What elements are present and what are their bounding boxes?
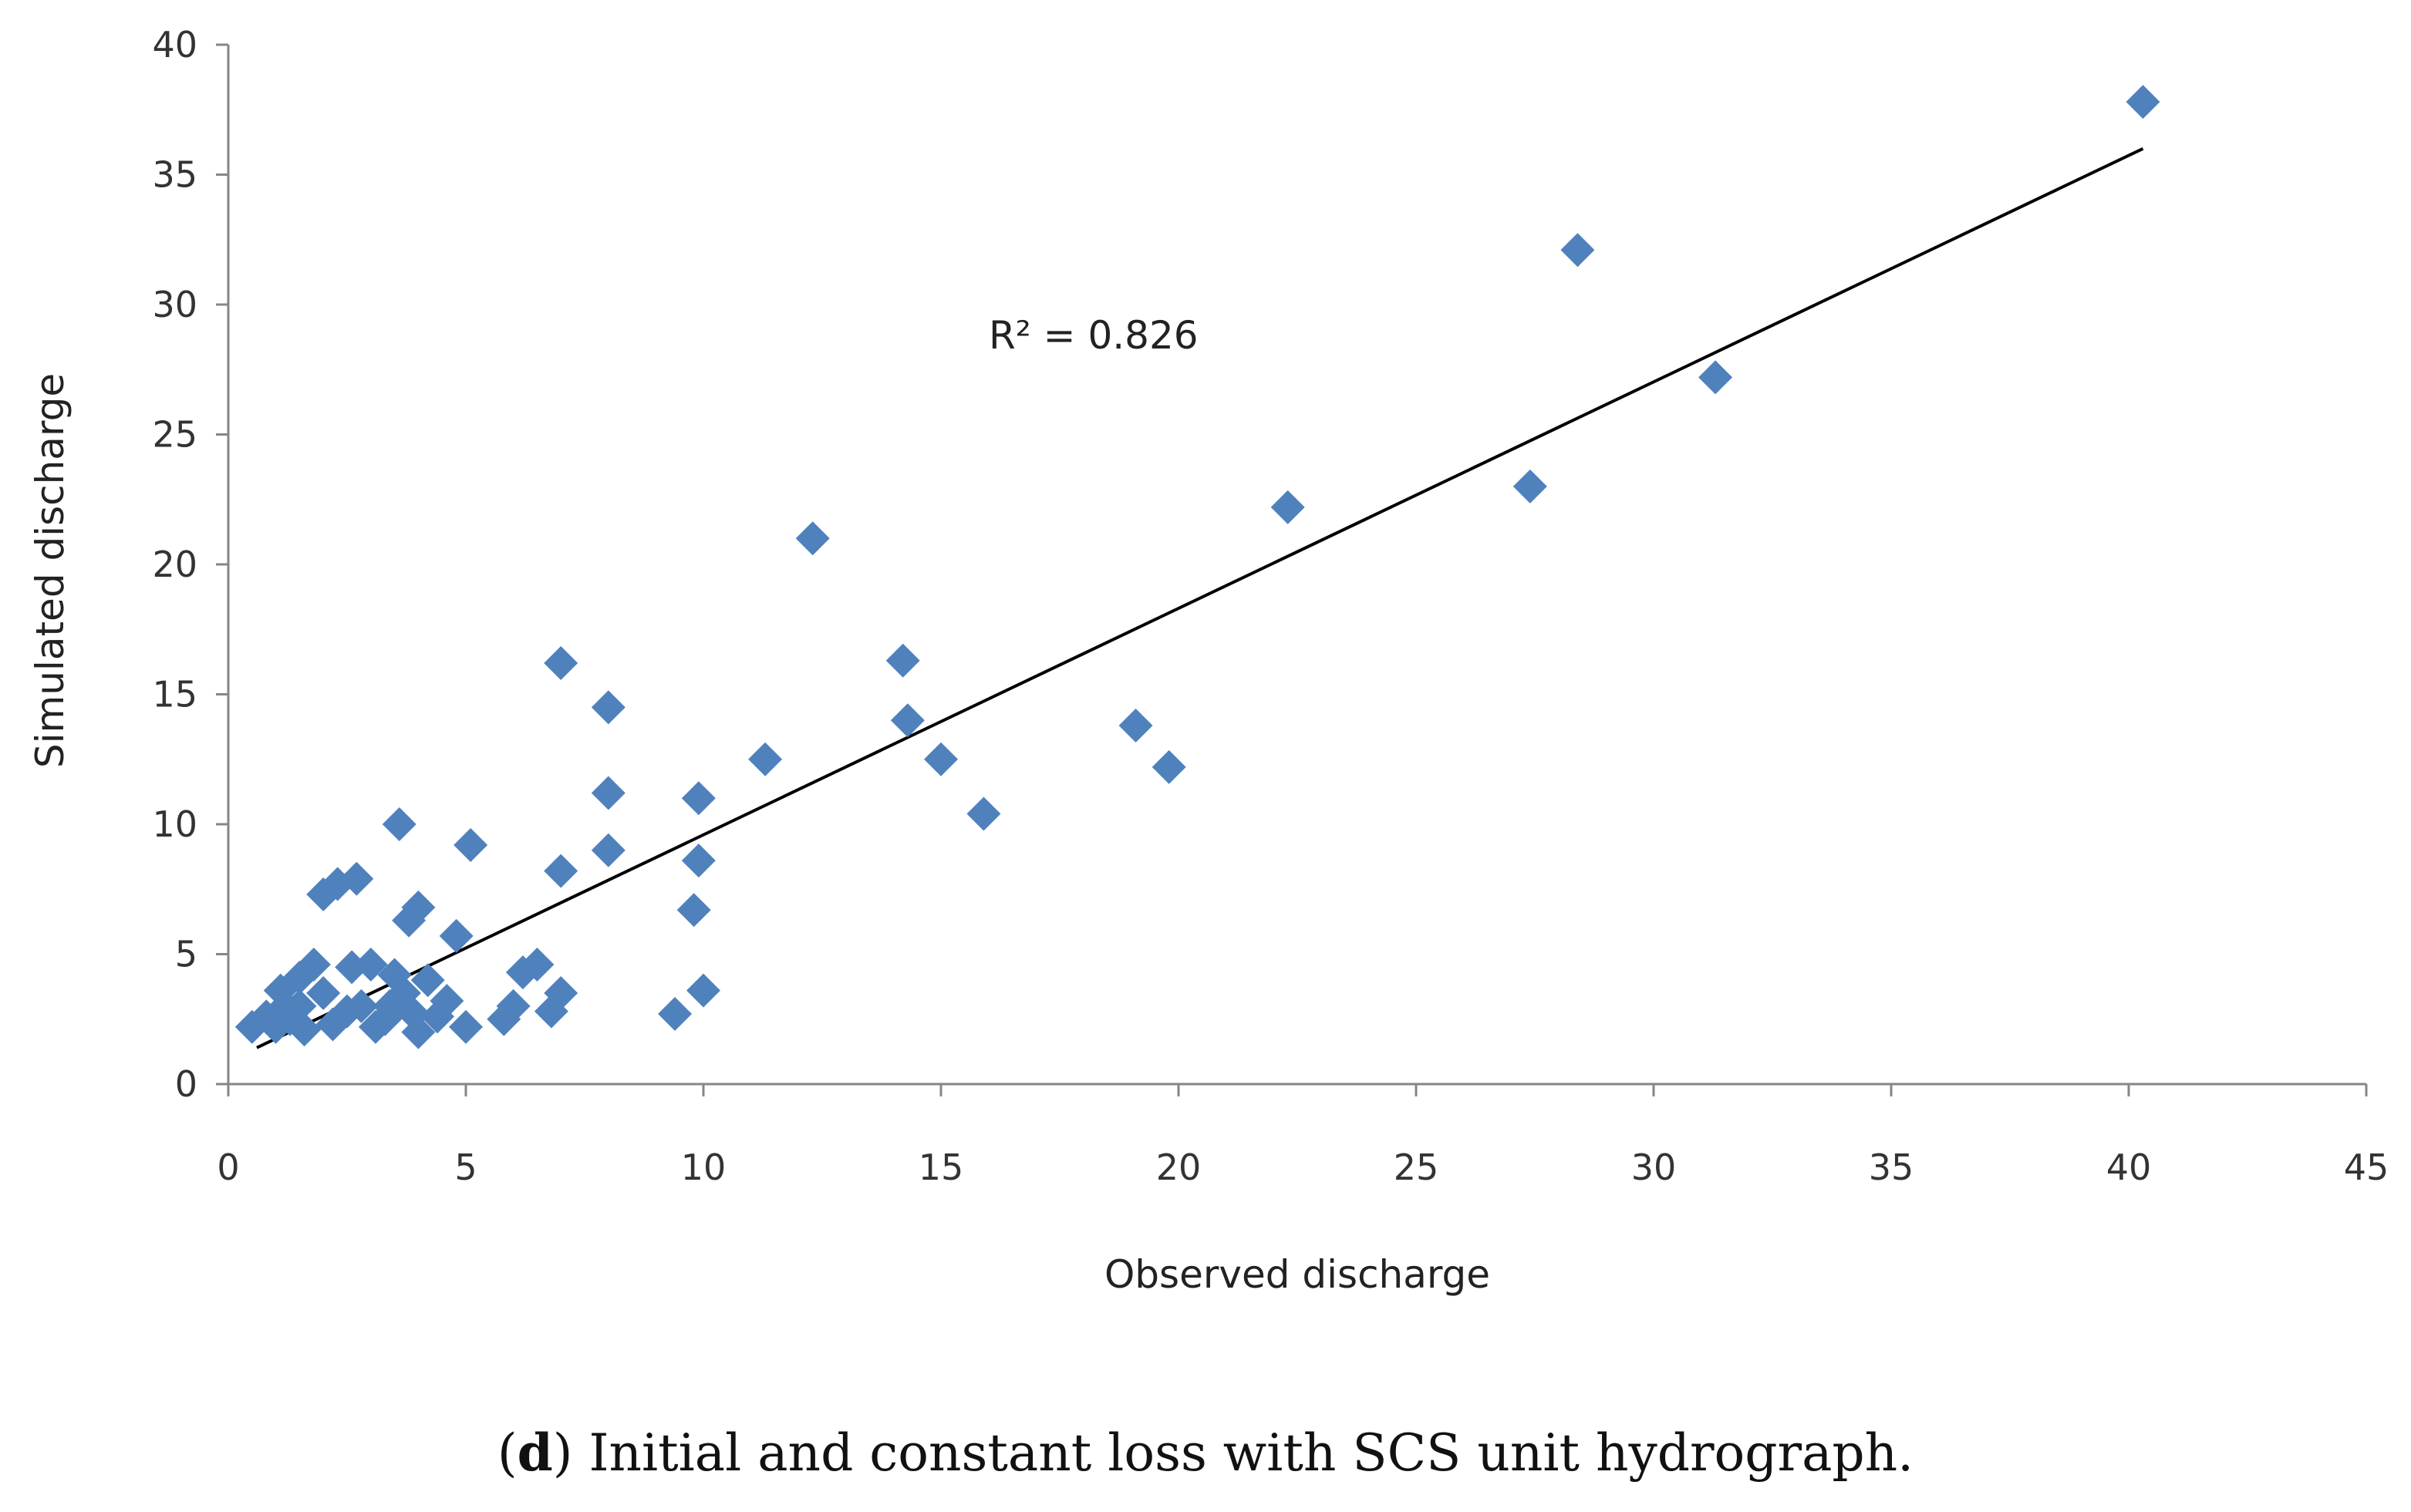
y-tick-label: 35: [152, 154, 197, 196]
data-point: [1560, 233, 1595, 268]
axes: [216, 43, 2368, 1096]
x-tick-label: 20: [1156, 1147, 1202, 1188]
data-point: [1512, 469, 1547, 503]
data-point: [306, 877, 341, 911]
data-point: [410, 963, 445, 998]
y-tick-label: 0: [175, 1063, 197, 1105]
data-point: [377, 958, 412, 992]
x-tick-label: 0: [217, 1147, 239, 1188]
data-point: [890, 703, 925, 738]
data-point: [420, 999, 455, 1034]
data-point: [966, 796, 1001, 831]
data-point: [487, 1002, 521, 1036]
data-point: [386, 976, 421, 1011]
data-point: [591, 833, 626, 867]
data-point: [373, 988, 407, 1023]
y-axis-title: Simulated discharge: [28, 373, 72, 768]
y-tick-label: 5: [175, 934, 197, 975]
x-tick-label: 10: [681, 1147, 727, 1188]
caption-label: d: [517, 1423, 553, 1483]
data-point: [658, 997, 693, 1032]
data-point: [330, 994, 364, 1029]
data-point: [676, 893, 711, 928]
x-tick-label: 35: [1869, 1147, 1914, 1188]
data-point: [686, 973, 720, 1008]
figure-caption: (d) Initial and constant loss with SCS u…: [497, 1423, 1914, 1483]
data-point: [392, 903, 427, 938]
data-point: [505, 955, 540, 990]
data-points: [234, 85, 2160, 1049]
data-point: [681, 781, 716, 816]
data-point: [2126, 85, 2160, 120]
data-point: [591, 776, 626, 810]
data-point: [382, 807, 416, 841]
data-point: [335, 950, 369, 985]
caption-text: Initial and constant loss with SCS unit …: [588, 1423, 1914, 1483]
data-point: [544, 854, 578, 888]
scatter-chart: 0 5 10 15 20 25 30 35 40 0 5 10 15 20 25 30 35 40 45 R² = …: [28, 24, 2389, 1297]
data-point: [681, 844, 716, 878]
x-tick-label: 15: [919, 1147, 964, 1188]
data-point: [234, 1009, 269, 1044]
r-squared-annotation: R² = 0.826: [989, 313, 1199, 358]
x-tick-label: 25: [1394, 1147, 1439, 1188]
y-tick-label: 20: [152, 544, 197, 585]
y-tick-label: 40: [152, 24, 197, 66]
data-point: [1270, 490, 1305, 524]
data-point: [358, 1009, 393, 1044]
x-tick-label: 40: [2106, 1147, 2152, 1188]
x-tick-label: 5: [454, 1147, 477, 1188]
tick-labels: 0 5 10 15 20 25 30 35 40 0 5 10 15 20 25 30 35 40 45: [152, 24, 2389, 1188]
data-point: [1152, 749, 1186, 784]
y-tick-label: 10: [152, 803, 197, 845]
data-point: [795, 521, 830, 556]
data-point: [449, 1009, 483, 1044]
y-tick-label: 30: [152, 284, 197, 325]
y-tick-label: 15: [152, 674, 197, 716]
y-tick-label: 25: [152, 414, 197, 456]
data-point: [1118, 708, 1153, 743]
x-tick-label: 30: [1631, 1147, 1677, 1188]
x-tick-label: 45: [2344, 1147, 2389, 1188]
data-point: [268, 988, 302, 1023]
data-point: [454, 827, 488, 862]
data-point: [534, 994, 568, 1029]
data-point: [748, 742, 783, 776]
data-point: [306, 976, 341, 1011]
data-point: [439, 918, 474, 953]
x-axis-title: Observed discharge: [1104, 1252, 1490, 1297]
data-point: [924, 742, 958, 776]
trendline: [256, 146, 2144, 1049]
data-point: [1698, 360, 1733, 395]
data-point: [591, 690, 626, 725]
data-point: [544, 646, 578, 681]
data-point: [885, 643, 920, 678]
